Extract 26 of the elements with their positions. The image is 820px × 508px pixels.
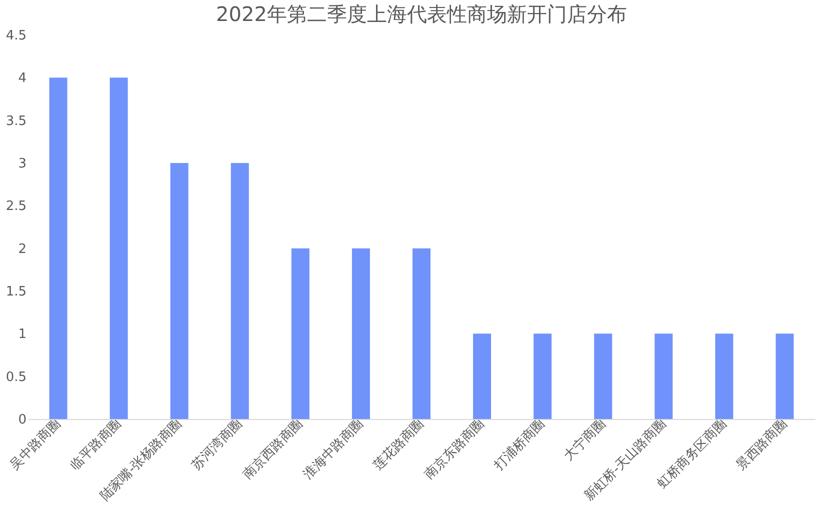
bar — [230, 163, 249, 419]
y-tick-label: 4.5 — [6, 28, 26, 44]
bar — [776, 334, 794, 419]
bar — [534, 334, 552, 419]
bar — [412, 248, 430, 419]
y-tick-label: 4 — [18, 71, 26, 86]
x-tick-label: 打浦桥商圈 — [490, 416, 548, 474]
y-tick-label: 3 — [18, 156, 26, 172]
y-tick-label: 0 — [18, 412, 26, 428]
x-tick-label: 大宁商圈 — [560, 416, 609, 464]
bar — [110, 78, 128, 419]
bar — [594, 334, 612, 419]
y-tick-label: 3.5 — [6, 114, 26, 129]
bar — [654, 334, 673, 419]
bar — [715, 334, 734, 419]
y-tick-label: 2 — [18, 242, 26, 257]
y-tick-label: 2.5 — [6, 199, 26, 214]
bar — [291, 248, 310, 419]
y-tick-label: 1.5 — [6, 284, 26, 300]
bar — [473, 334, 492, 419]
bar — [49, 78, 68, 419]
y-tick-label: 0.5 — [6, 370, 26, 385]
y-tick-label: 1 — [18, 327, 26, 342]
bar — [352, 248, 370, 419]
bar — [170, 163, 188, 419]
chart-title: 2022年第二季度上海代表性商场新开门店分布 — [216, 2, 627, 26]
